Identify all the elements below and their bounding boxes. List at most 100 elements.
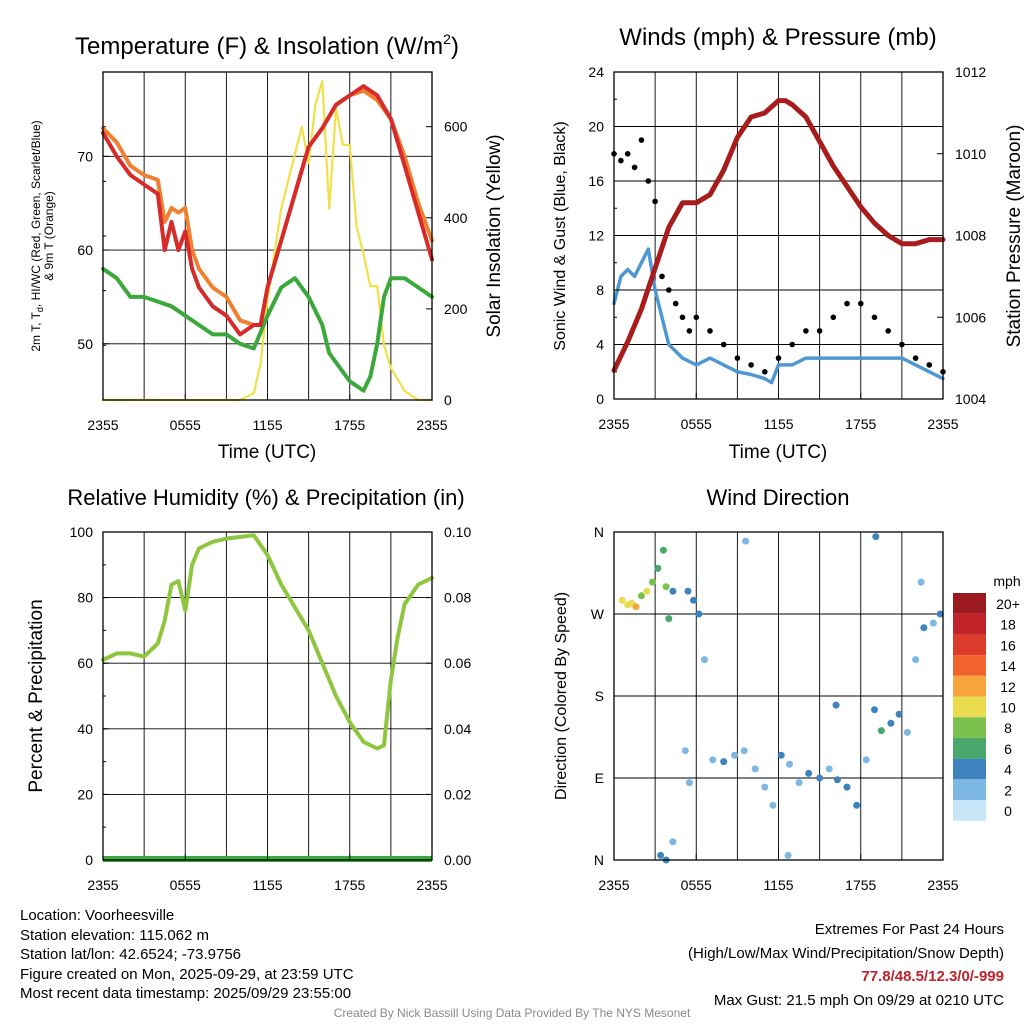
wind-direction-point	[777, 751, 785, 759]
gust-point	[775, 355, 782, 361]
y-left-tick-label: 8	[596, 282, 604, 298]
y-left-tick-label: W	[591, 606, 605, 622]
wind-direction-point	[637, 592, 645, 600]
y-right-tick-label: 1004	[955, 391, 986, 407]
y-right-tick-label: 200	[444, 301, 468, 317]
wind-direction-point	[805, 769, 813, 777]
winds-right-ticks: 1004 1006 1008 1010 1012	[937, 64, 986, 407]
wind-direction-point	[761, 783, 769, 791]
y-left-tick-label: 100	[70, 524, 94, 540]
temperature-chart-title: Temperature (F) & Insolation (W/m2)	[75, 31, 459, 60]
station-latlon: Station lat/lon: 42.6524; -73.9756	[20, 946, 242, 963]
wind-direction-point	[795, 779, 803, 787]
wind-direction-point	[742, 537, 750, 545]
gust-point	[844, 300, 850, 307]
wind-direction-point	[662, 583, 670, 591]
y-left-tick-label: 60	[77, 242, 93, 258]
x-tick-label: 1155	[252, 877, 282, 893]
x-tick-label: 2355	[416, 417, 447, 433]
wind-direction-point	[720, 758, 728, 766]
x-tick-label: 2355	[416, 877, 447, 893]
wind-direction-point	[669, 838, 677, 846]
legend-swatch	[953, 655, 986, 676]
legend-label: 10	[1000, 700, 1016, 716]
wind-direction-left-ticks: N E S W N	[591, 524, 620, 868]
winds-chart-title: Winds (mph) & Pressure (mb)	[619, 24, 936, 51]
humidity-x-ticks: 2355 0555 1155 1755 2355	[87, 854, 448, 893]
x-tick-label: 2355	[598, 416, 629, 432]
legend-label: 20+	[996, 596, 1020, 612]
winds-x-ticks: 2355 0555 1155 1755 2355	[598, 393, 959, 432]
temperature-panel: Temperature (F) & Insolation (W/m2) 2355…	[29, 31, 505, 463]
wind-direction-point	[862, 756, 870, 764]
y-right-tick-label: 1010	[955, 146, 986, 162]
humidity-left-axis-label: Percent & Precipitation	[26, 599, 47, 792]
x-tick-label: 1755	[334, 417, 365, 433]
y-left-tick-label: 24	[588, 64, 604, 80]
gust-point	[762, 369, 768, 375]
gust-point	[618, 157, 624, 164]
y-right-tick-label: 1006	[955, 309, 986, 325]
wind-direction-point	[659, 546, 667, 554]
x-tick-label: 2355	[598, 877, 629, 893]
x-tick-label: 0555	[170, 417, 201, 433]
y-left-tick-label: 20	[588, 119, 604, 135]
y-left-tick-label: 50	[77, 336, 93, 352]
humidity-grid	[103, 531, 432, 861]
extremes-values: 77.8/48.5/12.3/0/-999	[861, 968, 1004, 985]
gust-point	[830, 314, 837, 321]
winds-series	[611, 98, 946, 385]
wind-direction-point	[895, 710, 903, 718]
dewpoint-line	[101, 266, 434, 393]
wind-direction-point	[740, 747, 748, 755]
y-right-tick-label: 0.08	[444, 590, 471, 606]
y-left-tick-label: 12	[588, 228, 604, 244]
wind-direction-point	[731, 751, 739, 759]
winds-panel: Winds (mph) & Pressure (mb) 2355 0555 1155…	[552, 24, 1024, 463]
gust-point	[645, 178, 652, 184]
humidity-left-ticks: 0 20 40 60 80 100	[70, 524, 109, 868]
x-tick-label: 1755	[334, 877, 365, 893]
relative-humidity-line	[101, 533, 434, 751]
temperature-x-ticks: 2355 0555 1155 1755 2355	[87, 394, 448, 433]
extremes-title: Extremes For Past 24 Hours	[814, 921, 1004, 938]
wind-direction-point	[709, 756, 717, 764]
gust-point	[912, 355, 919, 361]
x-tick-label: 1155	[252, 417, 282, 433]
y-left-tick-label: S	[595, 688, 604, 704]
wind-direction-point	[872, 533, 880, 541]
gust-point	[734, 355, 741, 361]
legend-label: 0	[1004, 803, 1012, 819]
sonic-wind-line	[612, 247, 945, 385]
y-left-tick-label: 80	[77, 590, 93, 606]
wind-direction-point	[843, 783, 851, 791]
humidity-panel: Relative Humidity (%) & Precipitation (i…	[26, 485, 471, 893]
wind-direction-point	[643, 587, 651, 595]
wind-direction-point	[669, 587, 677, 595]
wind-direction-x-ticks: 2355 0555 1155 1755 2355	[598, 854, 959, 893]
wind-direction-point	[690, 596, 697, 604]
x-tick-label: 1155	[763, 416, 793, 432]
gust-point	[789, 341, 795, 348]
y-right-tick-label: 400	[444, 210, 468, 226]
x-tick-label: 0555	[681, 416, 712, 432]
gust-point	[720, 341, 727, 348]
x-tick-label: 0555	[170, 877, 201, 893]
winds-grid	[614, 71, 943, 400]
wind-direction-point	[665, 615, 673, 623]
winds-x-axis-label: Time (UTC)	[729, 442, 828, 463]
gust-point	[803, 328, 809, 334]
y-left-tick-label: N	[594, 524, 604, 540]
legend-swatch	[953, 717, 986, 738]
station-pressure-line	[611, 98, 946, 373]
legend-swatch	[953, 675, 986, 697]
legend-swatch	[953, 634, 986, 656]
gust-point	[858, 300, 864, 307]
gust-point	[748, 362, 754, 368]
y-left-tick-label: 70	[77, 148, 93, 164]
legend-label: 16	[1000, 637, 1016, 653]
legend-label: 4	[1004, 762, 1012, 778]
legend-swatch	[953, 758, 986, 780]
legend-label: 14	[1000, 658, 1016, 674]
wind-direction-point	[701, 656, 708, 664]
